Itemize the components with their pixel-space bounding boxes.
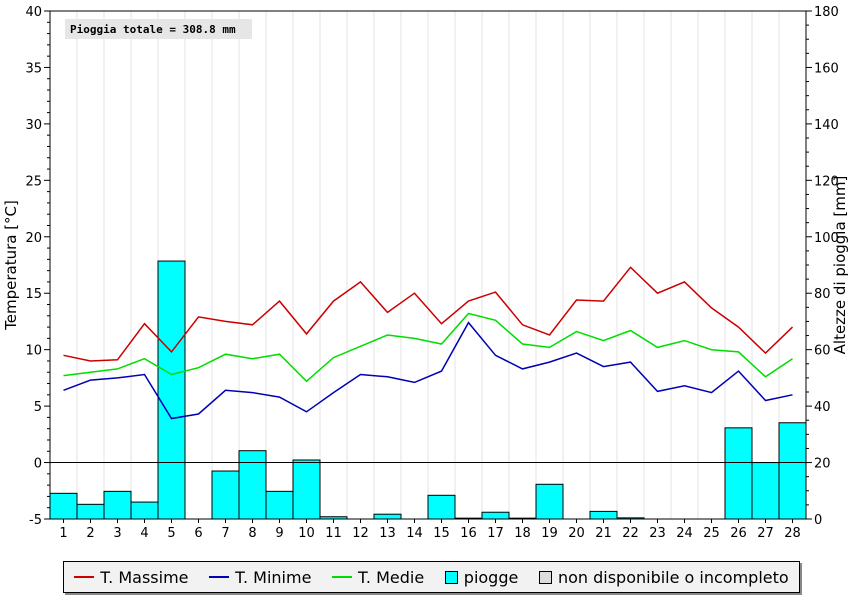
legend-swatch-na bbox=[538, 570, 552, 584]
x-axis: 1 2 3 4 5 6 7 8 9 10 11 12 13 14 15 16 17 18 19 20 21 22 23 24 2… bbox=[59, 519, 801, 541]
legend-item-mean: T. Medie bbox=[332, 568, 424, 587]
x-tick-label: 5 bbox=[167, 526, 175, 541]
right-tick-label: 140 bbox=[814, 118, 839, 133]
x-tick-label: 9 bbox=[275, 526, 283, 541]
right-tick-label: 60 bbox=[814, 344, 831, 359]
x-tick-label: 7 bbox=[221, 526, 229, 541]
annotation-text: Pioggia totale = 308.8 mm bbox=[70, 23, 236, 36]
right-tick-label: 120 bbox=[814, 174, 839, 189]
x-tick-label: 13 bbox=[379, 526, 396, 541]
legend-item-min: T. Minime bbox=[209, 568, 311, 587]
rain-bar bbox=[535, 483, 564, 520]
legend-item-rain: piogge bbox=[444, 567, 519, 587]
rain-bar bbox=[76, 503, 105, 520]
rain-bar bbox=[157, 260, 186, 520]
legend-label-mean: T. Medie bbox=[358, 567, 425, 587]
legend-item-na: non disponibile o incompleto bbox=[538, 567, 789, 587]
x-tick-label: 17 bbox=[487, 526, 504, 541]
rain-bar bbox=[130, 501, 159, 520]
right-tick-label: 180 bbox=[814, 5, 839, 20]
x-tick-label: 1 bbox=[59, 526, 67, 541]
y-axis-left-label: Temperatura [°C] bbox=[2, 200, 20, 331]
rain-bar bbox=[481, 511, 510, 520]
left-tick-label: 30 bbox=[25, 118, 42, 133]
rain-bar bbox=[265, 490, 294, 520]
left-tick-label: 0 bbox=[34, 457, 42, 472]
t-min-line bbox=[63, 321, 793, 420]
left-tick-label: 40 bbox=[25, 5, 42, 20]
x-tick-label: 21 bbox=[595, 526, 612, 541]
x-tick-label: 23 bbox=[649, 526, 666, 541]
legend-label-max: T. Massime bbox=[100, 567, 189, 587]
left-tick-label: 25 bbox=[25, 174, 42, 189]
x-tick-label: 22 bbox=[622, 526, 639, 541]
rain-bar bbox=[238, 450, 267, 520]
legend-swatch-rain bbox=[444, 570, 458, 584]
left-tick-label: -5 bbox=[29, 513, 42, 528]
x-tick-label: 26 bbox=[730, 526, 747, 541]
right-tick-label: 160 bbox=[814, 61, 839, 76]
right-tick-label: 20 bbox=[814, 457, 831, 472]
x-tick-label: 12 bbox=[352, 526, 369, 541]
legend-label-min: T. Minime bbox=[235, 567, 312, 587]
right-tick-label: 0 bbox=[814, 513, 822, 528]
legend-label-rain: piogge bbox=[463, 567, 519, 587]
legend-swatch-min bbox=[209, 576, 230, 578]
rain-bar bbox=[211, 470, 240, 520]
left-tick-label: 20 bbox=[25, 231, 42, 246]
x-tick-label: 16 bbox=[460, 526, 477, 541]
t-mean-line bbox=[63, 312, 793, 383]
rain-bar bbox=[373, 513, 402, 520]
x-tick-label: 18 bbox=[514, 526, 531, 541]
rain-bar bbox=[751, 462, 780, 520]
x-tick-label: 20 bbox=[568, 526, 585, 541]
t-max-line bbox=[63, 266, 794, 362]
legend: T. Massime T. Minime T. Medie piogge non… bbox=[63, 561, 800, 593]
rain-bar bbox=[292, 459, 321, 520]
rain-bar bbox=[589, 510, 618, 520]
rain-bar bbox=[427, 494, 456, 520]
x-tick-label: 15 bbox=[433, 526, 450, 541]
right-tick-label: 40 bbox=[814, 400, 831, 415]
left-tick-label: 5 bbox=[34, 400, 42, 415]
x-tick-label: 4 bbox=[140, 526, 148, 541]
x-tick-label: 11 bbox=[325, 526, 342, 541]
legend-label-na: non disponibile o incompleto bbox=[557, 567, 789, 587]
left-tick-label: 35 bbox=[25, 61, 42, 76]
x-tick-label: 6 bbox=[194, 526, 202, 541]
left-axis: -5 0 5 10 15 20 25 30 35 40 bbox=[25, 5, 50, 528]
x-tick-label: 25 bbox=[703, 526, 720, 541]
x-tick-label: 19 bbox=[541, 526, 558, 541]
legend-swatch-max bbox=[74, 576, 95, 578]
x-tick-label: 3 bbox=[113, 526, 121, 541]
x-tick-label: 28 bbox=[784, 526, 801, 541]
grid bbox=[76, 11, 780, 519]
temperature-lines bbox=[63, 266, 794, 420]
rain-bar bbox=[778, 422, 807, 520]
x-tick-label: 14 bbox=[406, 526, 423, 541]
legend-swatch-mean bbox=[332, 576, 353, 578]
x-tick-label: 24 bbox=[676, 526, 693, 541]
x-tick-label: 8 bbox=[248, 526, 256, 541]
right-axis: 0 20 40 60 80 100 120 140 160 180 bbox=[806, 5, 839, 528]
x-tick-label: 27 bbox=[757, 526, 774, 541]
rain-bar bbox=[103, 490, 132, 520]
x-tick-label: 10 bbox=[298, 526, 315, 541]
rain-bar bbox=[724, 427, 753, 520]
y-axis-right-label: Altezze di pioggia [mm] bbox=[831, 176, 849, 355]
left-tick-label: 10 bbox=[25, 344, 42, 359]
x-tick-label: 2 bbox=[86, 526, 94, 541]
right-tick-label: 100 bbox=[814, 231, 839, 246]
left-tick-label: 15 bbox=[25, 287, 42, 302]
annotation-box bbox=[65, 19, 252, 39]
legend-item-max: T. Massime bbox=[74, 567, 189, 587]
rain-bar bbox=[49, 492, 78, 520]
right-tick-label: 80 bbox=[814, 287, 831, 302]
